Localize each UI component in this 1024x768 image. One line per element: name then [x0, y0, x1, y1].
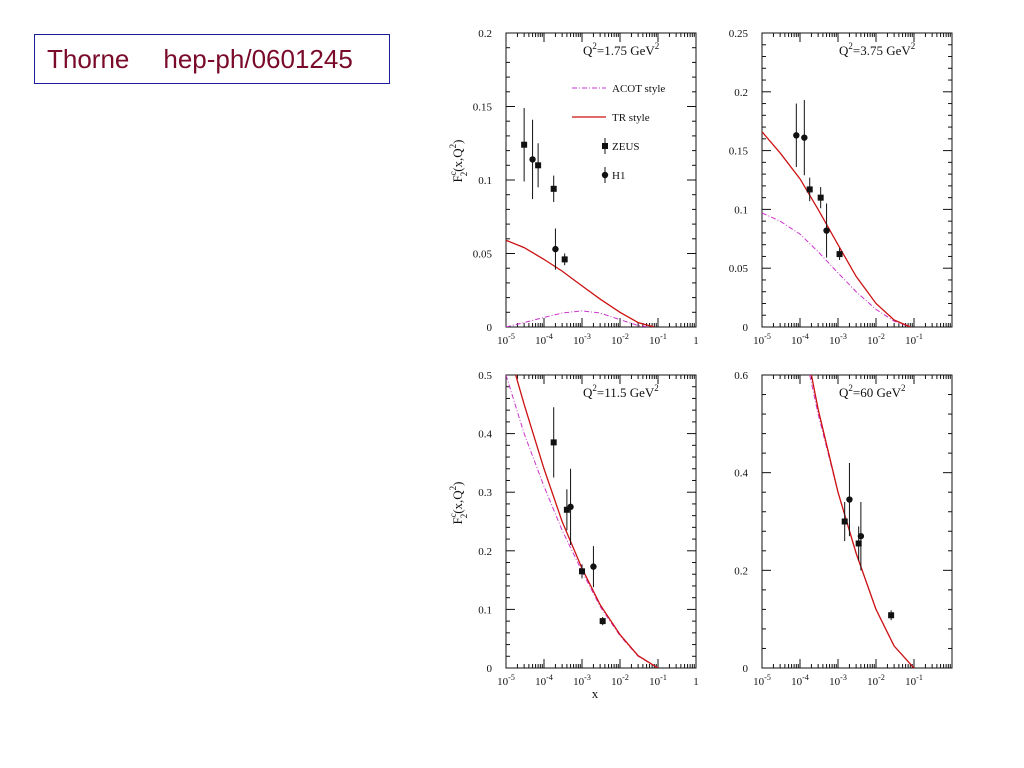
zeus-point [521, 141, 528, 148]
panel-title: Q2=3.75 GeV2 [839, 41, 915, 58]
x-tick-label: 10-1 [905, 332, 923, 347]
tr-curve [810, 375, 915, 668]
y-tick-label: 0 [487, 322, 493, 334]
zeus-point [550, 185, 557, 192]
zeus-point [599, 618, 606, 625]
x-tick-label: 10-3 [829, 673, 847, 688]
plot-frame [505, 374, 697, 669]
x-tick-label: 10-2 [867, 332, 885, 347]
zeus-point [817, 194, 824, 201]
author-name: Thorne [47, 43, 130, 74]
panel-title: Q2=60 GeV2 [839, 383, 906, 400]
x-tick-label: 10-5 [497, 332, 515, 347]
legend: ACOT style TR style ZEUS H1 [572, 83, 665, 183]
legend-acot-label: ACOT style [612, 83, 665, 95]
y-tick-label: 0.05 [473, 249, 493, 261]
x-tick-label: 10-5 [753, 332, 771, 347]
y-tick-label: 0.25 [729, 28, 749, 40]
zeus-point [550, 439, 557, 446]
x-tick-label: 1 [693, 335, 699, 347]
zeus-point [579, 568, 585, 575]
y-tick-label: 0.4 [478, 429, 492, 441]
y-tick-label: 0.2 [734, 87, 748, 99]
h1-point [590, 563, 597, 570]
h1-point [567, 503, 574, 511]
plot-frame [761, 32, 953, 328]
x-tick-label: 10-1 [649, 332, 667, 347]
zeus-point [855, 540, 862, 547]
legend-h1-label: H1 [612, 170, 625, 182]
plot-frame [505, 32, 697, 328]
y-tick-label: 0.2 [734, 565, 748, 577]
acot-curve [506, 310, 650, 327]
legend-zeus-label: ZEUS [612, 141, 640, 153]
zeus-point [535, 162, 542, 169]
tr-curve [506, 239, 655, 327]
reference-box: Thorne hep-ph/0601245 [34, 34, 390, 84]
legend-h1-marker [601, 171, 609, 179]
x-axis-label: x [592, 686, 599, 701]
chart-panel: 0 0.05 0.1 0.15 0.2 0.25 10-5 10-4 10-3 10-2 10-1 Q… [729, 28, 953, 347]
x-tick-label: 10-3 [829, 332, 847, 347]
h1-point [529, 156, 536, 163]
x-tick-label: 10-4 [535, 673, 553, 688]
chart-panel: 0 0.05 0.1 0.15 0.2 10-5 10-4 10-3 10-2 10-1 1 Fc2(… [448, 28, 699, 347]
zeus-point [806, 186, 813, 193]
plot-frame [761, 374, 953, 669]
zeus-point [563, 506, 570, 513]
zeus-point [841, 518, 848, 525]
tr-curve [762, 131, 911, 327]
y-tick-label: 0.6 [734, 370, 748, 382]
y-tick-label: 0.1 [478, 604, 492, 616]
x-tick-label: 10-2 [611, 332, 629, 347]
y-tick-label: 0.1 [478, 175, 492, 187]
x-tick-label: 10-4 [791, 332, 809, 347]
y-tick-label: 0.15 [473, 102, 493, 114]
h1-point [552, 245, 559, 253]
chart-panel: 0 0.1 0.2 0.3 0.4 0.5 10-5 10-4 10-3 10-2 10-1 1 x Fc… [448, 370, 699, 701]
panel-title: Q2=1.75 GeV2 [583, 41, 659, 58]
acot-curve [809, 375, 915, 668]
y-tick-label: 0 [743, 322, 749, 334]
x-tick-label: 10-1 [905, 673, 923, 688]
y-tick-label: 0.2 [478, 28, 492, 40]
acot-curve [762, 212, 911, 327]
arxiv-id: hep-ph/0601245 [163, 43, 353, 74]
h1-point [793, 132, 800, 139]
y-tick-label: 0.4 [734, 468, 748, 480]
y-tick-label: 0 [487, 663, 493, 675]
x-tick-label: 10-4 [791, 673, 809, 688]
x-tick-label: 10-3 [573, 332, 591, 347]
y-tick-label: 0.05 [729, 263, 749, 275]
y-tick-label: 0.1 [734, 204, 748, 216]
chart-panel: 0 0.2 0.4 0.6 10-5 10-4 10-3 10-2 10-1 Q2=60 GeV2 [734, 370, 953, 688]
legend-tr-label: TR style [612, 112, 650, 124]
y-axis-label: Fc2(x,Q2) [448, 481, 469, 524]
x-tick-label: 10-5 [753, 673, 771, 688]
h1-point [823, 227, 830, 234]
h1-point [857, 532, 865, 540]
y-tick-label: 0 [743, 663, 749, 675]
tr-curve [515, 375, 659, 668]
y-tick-label: 0.15 [729, 146, 749, 158]
y-tick-label: 0.2 [478, 546, 492, 558]
x-tick-label: 10-4 [535, 332, 553, 347]
y-axis-label: Fc2(x,Q2) [448, 139, 469, 182]
zeus-point [836, 251, 843, 258]
panel-title: Q2=11.5 GeV2 [583, 383, 659, 400]
zeus-point [561, 256, 568, 263]
h1-point [846, 496, 853, 503]
x-tick-label: 10-1 [649, 673, 667, 688]
x-tick-label: 10-2 [867, 673, 885, 688]
x-tick-label: 1 [693, 676, 699, 688]
y-tick-label: 0.5 [478, 370, 492, 382]
x-tick-label: 10-3 [573, 673, 591, 688]
legend-zeus-marker [602, 143, 608, 149]
h1-point [801, 134, 808, 141]
x-tick-label: 10-2 [611, 673, 629, 688]
x-tick-label: 10-5 [497, 673, 515, 688]
zeus-point [888, 612, 895, 619]
y-tick-label: 0.3 [478, 487, 492, 499]
